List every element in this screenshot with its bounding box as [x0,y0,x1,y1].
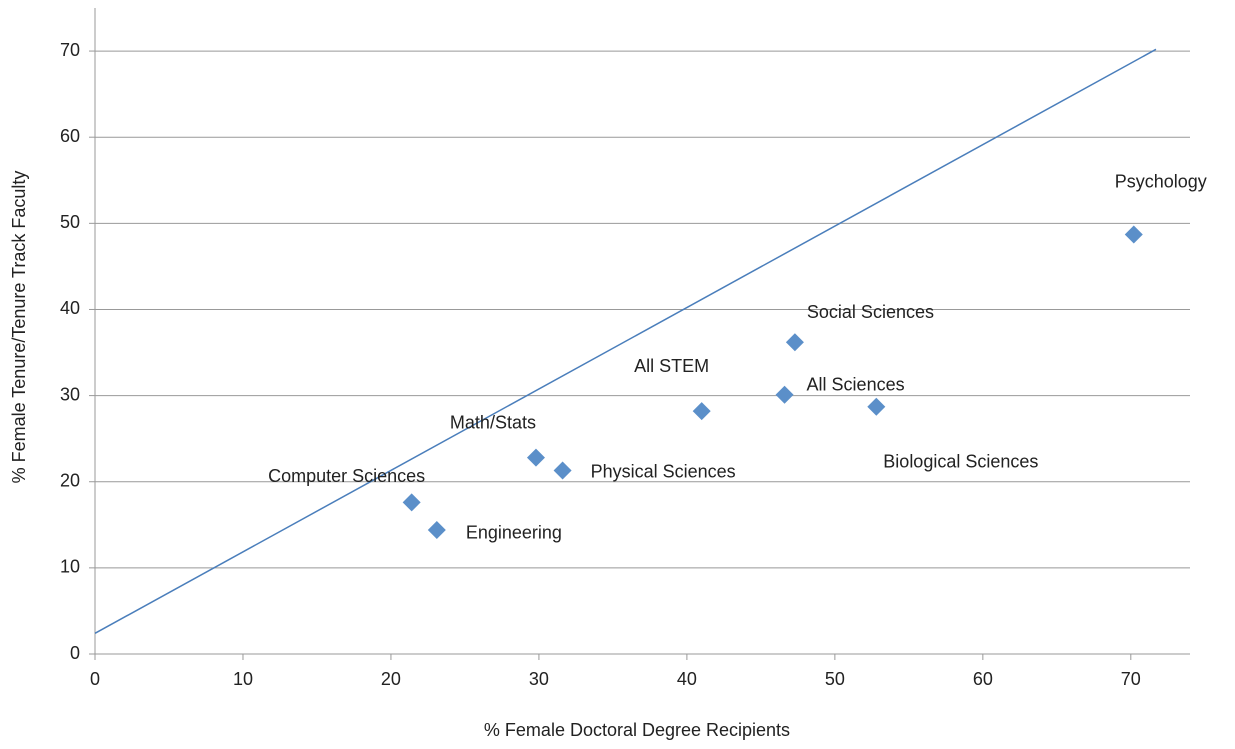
point [1124,225,1143,244]
y-tick-label: 10 [60,557,80,577]
x-tick-label: 70 [1121,669,1141,689]
y-tick-label: 50 [60,212,80,232]
y-tick-label: 70 [60,40,80,60]
x-tick-label: 60 [973,669,993,689]
point [867,397,886,416]
point-label: Psychology [1115,171,1207,191]
point [427,520,446,539]
x-tick-label: 0 [90,669,100,689]
point-label: Computer Sciences [268,466,425,486]
point-label: Physical Sciences [591,461,736,481]
point [775,385,794,404]
point-label: Engineering [466,523,562,543]
x-tick-label: 10 [233,669,253,689]
y-tick-label: 0 [70,643,80,663]
point [692,402,711,421]
x-tick-label: 50 [825,669,845,689]
point-label: Biological Sciences [883,452,1038,472]
x-tick-label: 30 [529,669,549,689]
trendline [94,48,1157,634]
point [553,461,572,480]
y-axis-title: % Female Tenure/Tenure Track Faculty [9,171,29,484]
point [526,448,545,467]
x-axis-title: % Female Doctoral Degree Recipients [484,720,790,740]
point [402,493,421,512]
point [785,333,804,352]
y-tick-label: 40 [60,298,80,318]
x-tick-label: 20 [381,669,401,689]
x-tick-label: 40 [677,669,697,689]
point-label: All Sciences [807,374,905,394]
y-tick-label: 60 [60,126,80,146]
point-label: Social Sciences [807,302,934,322]
y-tick-label: 20 [60,470,80,490]
y-tick-label: 30 [60,384,80,404]
point-label: All STEM [634,356,709,376]
point-label: Math/Stats [450,412,536,432]
